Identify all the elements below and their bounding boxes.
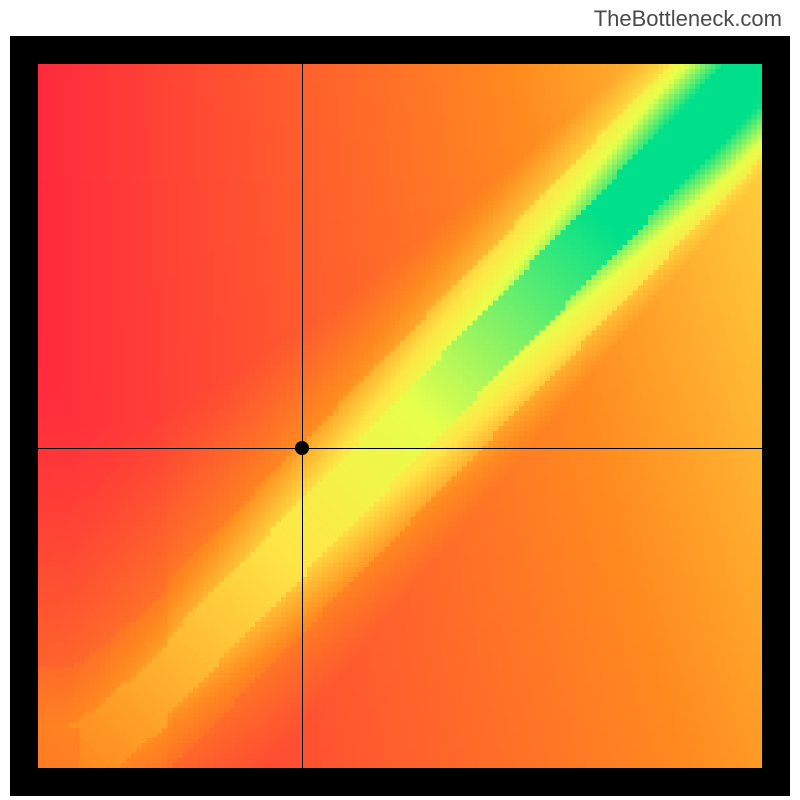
plot-area (38, 64, 762, 768)
crosshair-horizontal (38, 448, 762, 449)
heatmap-canvas (38, 64, 762, 768)
watermark-text: TheBottleneck.com (594, 6, 782, 32)
crosshair-marker (295, 441, 309, 455)
plot-frame (10, 36, 790, 796)
crosshair-vertical (302, 64, 303, 768)
